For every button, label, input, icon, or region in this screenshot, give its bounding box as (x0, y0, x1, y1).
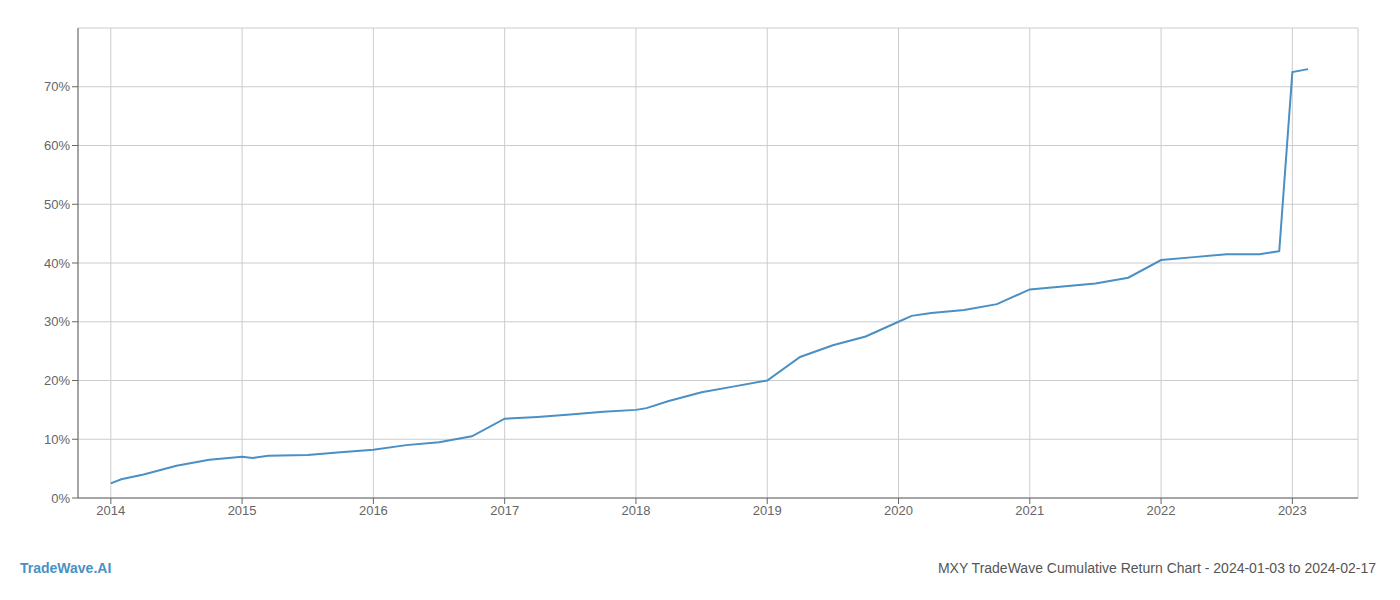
svg-text:2015: 2015 (228, 503, 257, 518)
svg-text:30%: 30% (44, 314, 70, 329)
svg-text:2016: 2016 (359, 503, 388, 518)
svg-text:0%: 0% (51, 491, 70, 506)
svg-text:40%: 40% (44, 256, 70, 271)
svg-text:2023: 2023 (1278, 503, 1307, 518)
svg-text:50%: 50% (44, 197, 70, 212)
svg-text:2018: 2018 (621, 503, 650, 518)
svg-text:60%: 60% (44, 138, 70, 153)
svg-text:2021: 2021 (1015, 503, 1044, 518)
svg-text:2020: 2020 (884, 503, 913, 518)
svg-text:2022: 2022 (1147, 503, 1176, 518)
html-text:MXY TradeWave Cumulative Retur: MXY TradeWave Cumulative Return Chart - … (937, 560, 1376, 576)
svg-text:2017: 2017 (490, 503, 519, 518)
svg-text:2014: 2014 (96, 503, 125, 518)
svg-text:20%: 20% (44, 373, 70, 388)
svg-text:2019: 2019 (753, 503, 782, 518)
html-text:TradeWave.AI: TradeWave.AI (20, 560, 112, 576)
svg-text:70%: 70% (44, 79, 70, 94)
svg-text:10%: 10% (44, 432, 70, 447)
